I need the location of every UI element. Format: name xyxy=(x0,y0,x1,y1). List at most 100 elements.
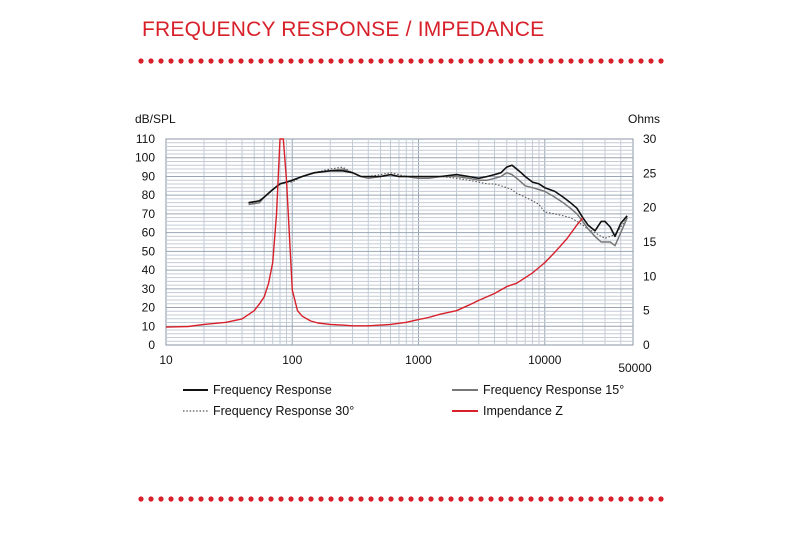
legend-label-frequency-response-15: Frequency Response 15° xyxy=(483,383,624,397)
divider-dot xyxy=(278,58,284,64)
divider-dot xyxy=(628,58,634,64)
dotted-divider-top xyxy=(138,58,664,64)
divider-dot xyxy=(378,58,384,64)
divider-dot xyxy=(208,496,214,502)
divider-dot xyxy=(198,496,204,502)
chart-grid xyxy=(165,138,634,346)
series-layer xyxy=(165,138,628,328)
divider-dot xyxy=(638,496,644,502)
divider-dot xyxy=(658,58,664,64)
divider-dot xyxy=(308,496,314,502)
y-tick-label: 70 xyxy=(142,207,156,221)
divider-dot xyxy=(298,496,304,502)
divider-dot xyxy=(228,58,234,64)
dotted-divider-bottom xyxy=(138,496,664,502)
divider-dot xyxy=(488,58,494,64)
divider-dot xyxy=(468,58,474,64)
divider-dot xyxy=(608,58,614,64)
divider-dot xyxy=(308,58,314,64)
divider-dot xyxy=(188,496,194,502)
divider-dot xyxy=(158,496,164,502)
divider-dot xyxy=(548,496,554,502)
divider-dot xyxy=(408,496,414,502)
divider-dot xyxy=(458,496,464,502)
y-tick-label: 110 xyxy=(136,132,155,146)
y-tick-label: 100 xyxy=(135,151,155,165)
divider-dot xyxy=(468,496,474,502)
divider-dot xyxy=(578,496,584,502)
legend-label-frequency-response-30: Frequency Response 30° xyxy=(213,404,354,418)
series-line-3 xyxy=(165,138,584,328)
divider-dot xyxy=(428,496,434,502)
y-tick-label: 60 xyxy=(142,226,156,240)
divider-dot xyxy=(498,496,504,502)
divider-dot xyxy=(418,58,424,64)
divider-dot xyxy=(288,496,294,502)
divider-dot xyxy=(478,58,484,64)
y2-tick-label: 0 xyxy=(643,338,650,352)
divider-dot xyxy=(628,496,634,502)
chart-legend: Frequency Response Frequency Response 15… xyxy=(183,383,624,418)
divider-dot xyxy=(328,58,334,64)
divider-dot xyxy=(618,496,624,502)
divider-dot xyxy=(248,58,254,64)
divider-dot xyxy=(498,58,504,64)
divider-dot xyxy=(238,58,244,64)
y-tick-label: 30 xyxy=(142,282,156,296)
divider-dot xyxy=(338,496,344,502)
divider-dot xyxy=(528,58,534,64)
divider-dot xyxy=(478,496,484,502)
y2-tick-label: 30 xyxy=(643,132,657,146)
divider-dot xyxy=(418,496,424,502)
axis-layer: dB/SPL Ohms 0 10 20 30 40 50 60 70 80 90 100 110 0 5 1… xyxy=(135,112,660,375)
divider-dot xyxy=(288,58,294,64)
divider-dot xyxy=(148,58,154,64)
divider-dot xyxy=(398,496,404,502)
divider-dot xyxy=(598,496,604,502)
divider-dot xyxy=(588,58,594,64)
y-tick-label: 90 xyxy=(142,169,156,183)
divider-dot xyxy=(378,496,384,502)
page-title: FREQUENCY RESPONSE / IMPEDANCE xyxy=(142,18,545,41)
divider-dot xyxy=(208,58,214,64)
divider-dot xyxy=(358,58,364,64)
divider-dot xyxy=(518,58,524,64)
x-tick-label: 1000 xyxy=(405,353,432,367)
y-tick-label: 50 xyxy=(142,244,156,258)
divider-dot xyxy=(388,496,394,502)
divider-dot xyxy=(458,58,464,64)
y2-tick-label: 5 xyxy=(643,304,650,318)
divider-dot xyxy=(388,58,394,64)
divider-dot xyxy=(188,58,194,64)
x-tick-label: 10 xyxy=(159,353,173,367)
x-tick-label: 10000 xyxy=(528,353,562,367)
divider-dot xyxy=(198,58,204,64)
divider-dot xyxy=(328,496,334,502)
divider-dot xyxy=(618,58,624,64)
divider-dot xyxy=(268,496,274,502)
plot-frame xyxy=(165,138,634,346)
divider-dot xyxy=(178,496,184,502)
divider-dot xyxy=(238,496,244,502)
divider-dot xyxy=(228,496,234,502)
divider-dot xyxy=(448,496,454,502)
y2-tick-label: 20 xyxy=(643,201,657,215)
divider-dot xyxy=(508,496,514,502)
divider-dot xyxy=(318,58,324,64)
divider-dot xyxy=(658,496,664,502)
y2-tick-label: 10 xyxy=(643,269,657,283)
divider-dot xyxy=(178,58,184,64)
divider-dot xyxy=(348,496,354,502)
series-line-0 xyxy=(248,164,628,238)
divider-dot xyxy=(138,58,144,64)
divider-dot xyxy=(518,496,524,502)
legend-label-frequency-response: Frequency Response xyxy=(213,383,332,397)
divider-dot xyxy=(168,58,174,64)
y-tick-label: 20 xyxy=(142,301,156,315)
divider-dot xyxy=(448,58,454,64)
divider-dot xyxy=(558,496,564,502)
y2-axis-title: Ohms xyxy=(628,112,660,126)
divider-dot xyxy=(218,58,224,64)
divider-dot xyxy=(148,496,154,502)
